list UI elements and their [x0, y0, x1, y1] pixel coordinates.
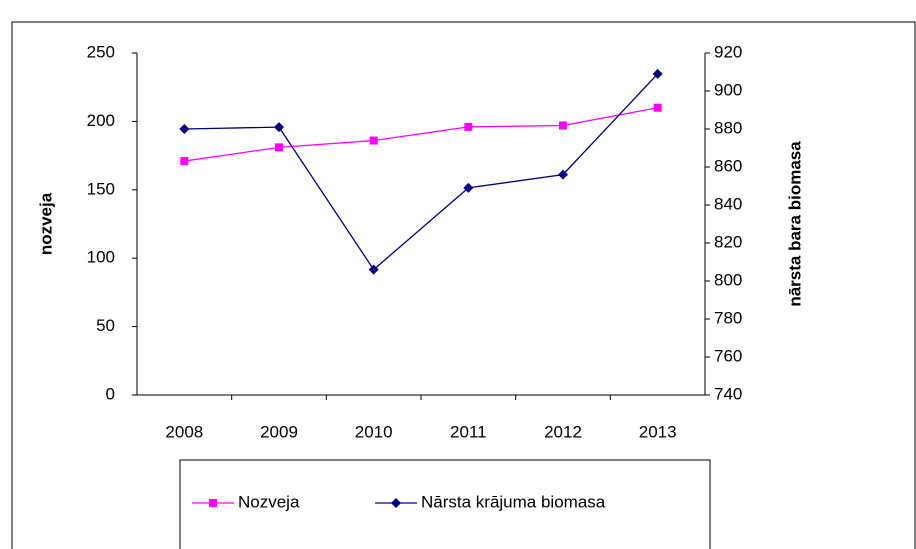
y-tick-label: 250 [87, 42, 115, 61]
x-tick-label: 2012 [544, 422, 582, 441]
y2-tick-label: 920 [714, 42, 742, 61]
y2-tick-label: 840 [714, 194, 742, 213]
marker [274, 122, 284, 133]
y2-tick-label: 780 [714, 308, 742, 327]
y-tick-label: 50 [96, 316, 115, 335]
y2-tick-label: 800 [714, 270, 742, 289]
y2-tick-label: 880 [714, 118, 742, 137]
marker [653, 103, 662, 112]
y2-axis-title: nārsta bara biomasa [785, 141, 804, 307]
marker [391, 498, 401, 508]
marker [369, 136, 378, 145]
y-tick-label: 200 [87, 111, 115, 130]
marker [558, 169, 568, 180]
marker [652, 68, 663, 79]
marker [179, 124, 190, 134]
legend-label: Nārsta krājuma biomasa [421, 492, 606, 511]
y-tick-label: 0 [106, 384, 115, 403]
series-line [184, 73, 659, 271]
series-line [184, 107, 658, 162]
marker [464, 122, 473, 131]
x-tick-label: 2009 [260, 422, 298, 441]
y2-tick-label: 900 [714, 80, 742, 99]
chart-frame [11, 21, 916, 549]
y2-tick-label: 760 [714, 346, 742, 365]
marker [463, 182, 474, 193]
legend-label: Nozveja [238, 492, 300, 511]
legend-box [179, 459, 711, 549]
x-tick-label: 2013 [639, 422, 677, 441]
marker [180, 157, 189, 166]
y-tick-label: 150 [87, 179, 115, 198]
y2-tick-label: 860 [714, 156, 742, 175]
x-tick-label: 2011 [450, 422, 487, 441]
marker [368, 264, 379, 275]
marker [209, 499, 217, 507]
marker [275, 143, 283, 152]
y-tick-label: 100 [87, 248, 115, 267]
x-tick-label: 2010 [355, 422, 393, 441]
x-tick-label: 2008 [165, 422, 203, 441]
y2-tick-label: 740 [714, 384, 742, 403]
marker [559, 121, 567, 130]
y2-tick-label: 820 [714, 232, 742, 251]
y-axis-title: nozveja [36, 192, 55, 255]
